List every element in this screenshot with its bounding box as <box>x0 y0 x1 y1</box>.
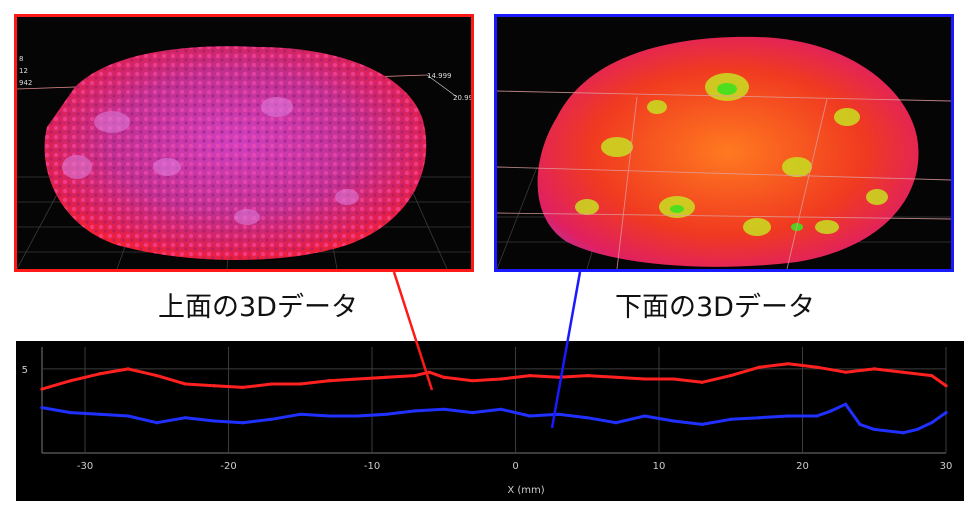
data-point <box>298 412 302 416</box>
readout-label: 14.999 <box>427 72 452 80</box>
data-point <box>270 382 274 386</box>
data-point <box>858 422 862 426</box>
data-point <box>97 412 101 416</box>
data-point <box>671 377 676 381</box>
data-point <box>442 407 446 411</box>
x-tick-label: 0 <box>512 461 518 472</box>
data-point <box>757 416 762 420</box>
x-tick-label: 10 <box>653 461 666 472</box>
data-point <box>729 374 733 378</box>
data-point <box>212 419 216 423</box>
data-point <box>930 374 934 378</box>
data-point <box>69 411 73 415</box>
data-point <box>815 365 819 369</box>
data-point <box>700 422 704 426</box>
data-point <box>69 379 73 383</box>
data-point <box>413 409 417 413</box>
data-point <box>298 382 302 386</box>
x-tick-label: -30 <box>77 461 93 472</box>
data-point <box>901 370 905 374</box>
data-point <box>528 374 532 378</box>
data-point <box>872 427 876 431</box>
data-point <box>155 374 159 378</box>
surface-bumps <box>62 97 359 225</box>
data-point <box>327 414 331 418</box>
data-point <box>270 417 274 421</box>
data-point <box>327 379 331 383</box>
data-point <box>356 377 360 381</box>
data-point <box>815 414 819 418</box>
data-point <box>614 421 618 425</box>
data-point <box>585 374 589 378</box>
data-point <box>557 412 561 416</box>
x-axis-label: X (mm) <box>507 485 544 496</box>
data-point <box>786 362 790 366</box>
data-point <box>40 406 44 410</box>
data-point <box>470 379 475 383</box>
data-point <box>528 414 532 418</box>
data-point <box>442 375 446 379</box>
data-point <box>944 384 948 388</box>
data-point <box>643 414 647 418</box>
data-point <box>944 411 948 415</box>
data-point <box>499 407 503 411</box>
readout-label: 20.990 <box>453 94 471 102</box>
data-point <box>40 387 44 391</box>
data-point <box>183 416 188 420</box>
x-tick-label: 20 <box>796 461 809 472</box>
data-point <box>183 382 188 386</box>
bottom-surface-caption: 下面の3Dデータ <box>615 292 815 323</box>
data-point <box>384 375 388 379</box>
data-point <box>829 409 833 413</box>
data-point <box>241 385 245 389</box>
data-point <box>126 367 130 371</box>
data-point <box>499 377 503 381</box>
data-point <box>155 421 159 425</box>
data-point <box>97 372 101 376</box>
data-point <box>427 370 431 374</box>
top-surface-texture <box>44 46 427 261</box>
axis-tick-label: 8 <box>19 55 23 63</box>
data-point <box>757 365 762 369</box>
top-surface-3d-view: 14.999 20.990 8 12 942 <box>14 14 474 272</box>
axis-tick-label: 12 <box>19 67 28 75</box>
bottom-surface-3d-view <box>494 14 954 272</box>
data-point <box>872 367 876 371</box>
top-profile-line <box>41 362 947 391</box>
bottom-profile-line <box>41 402 947 435</box>
profile-chart: -30 -20 -10 0 10 20 30 5 X (mm) <box>16 341 964 501</box>
data-point <box>930 421 934 425</box>
data-point <box>413 374 417 378</box>
bottom-surface-disc <box>537 36 919 267</box>
data-point <box>700 380 704 384</box>
data-point <box>470 411 475 415</box>
data-point <box>356 414 360 418</box>
top-surface-render: 14.999 20.990 8 12 942 <box>17 46 471 269</box>
data-point <box>241 421 245 425</box>
reference-line <box>426 74 458 98</box>
data-point <box>844 402 848 406</box>
data-point <box>126 414 130 418</box>
data-point <box>643 377 647 381</box>
data-point <box>614 375 618 379</box>
profile-chart-svg: -30 -20 -10 0 10 20 30 5 X (mm) <box>22 347 953 496</box>
data-point <box>901 431 905 435</box>
data-point <box>557 375 561 379</box>
top-surface-caption: 上面の3Dデータ <box>158 292 358 323</box>
x-tick-label: -20 <box>220 461 236 472</box>
data-point <box>844 370 848 374</box>
bounding-grid <box>497 90 951 269</box>
data-point <box>384 412 388 416</box>
axis-tick-label: 942 <box>19 79 32 87</box>
data-point <box>212 384 216 388</box>
y-tick-label: 5 <box>22 365 28 376</box>
data-point <box>585 416 589 420</box>
x-tick-label: 30 <box>940 461 953 472</box>
x-tick-label: -10 <box>364 461 380 472</box>
data-point <box>786 414 790 418</box>
data-point <box>671 419 676 423</box>
data-point <box>915 427 919 431</box>
data-point <box>729 417 733 421</box>
bottom-surface-render <box>497 36 951 269</box>
